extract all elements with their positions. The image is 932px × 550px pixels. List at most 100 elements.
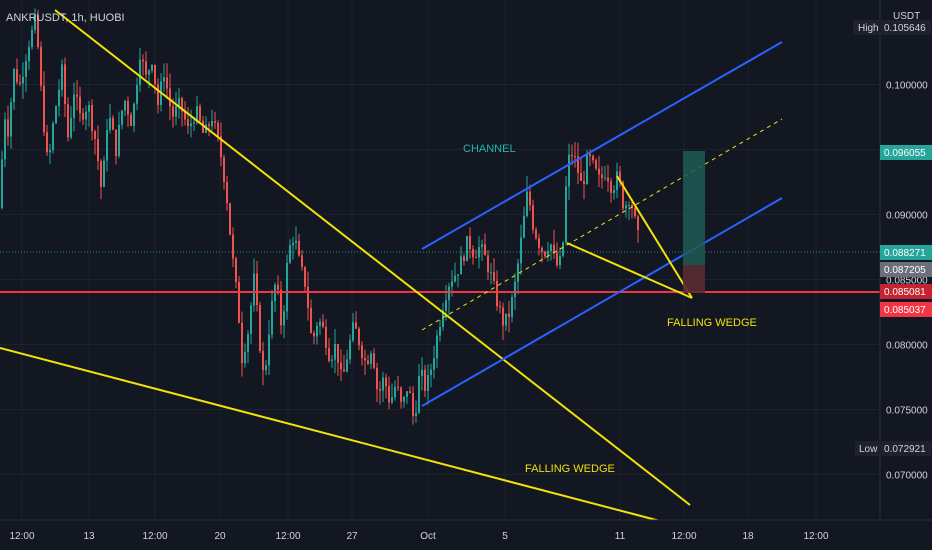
candle-body [139,59,141,85]
candle-body [451,281,453,287]
candle-body [325,326,327,348]
candle-body [16,69,18,83]
x-tick-label: 27 [346,531,358,542]
candle-body [340,362,342,370]
candle-body [403,396,405,402]
y-tick-label: 0.085000 [886,276,928,287]
candle-body [190,123,192,127]
candle-body [310,307,312,333]
candle-body [280,289,282,326]
candle-body [166,77,168,89]
channel-upper-line[interactable] [421,41,783,250]
candle-body [469,235,471,250]
candle-body [448,286,450,301]
wedge-upper-line[interactable] [54,9,691,506]
candle-body [568,154,570,187]
candle-body [502,307,504,326]
candle-body [514,281,516,298]
candle-body [316,325,318,337]
falling-wedge-label-2: FALLING WEDGE [525,463,615,475]
candle-body [370,353,372,364]
candle-body [541,247,543,252]
candle-body [616,171,618,191]
candle-body [34,15,36,30]
candle-body [187,119,189,127]
x-tick-label: 12:00 [9,531,34,542]
candle-body [250,305,252,334]
candle-body [118,124,120,157]
candle-body [379,389,381,391]
candle-body [373,353,375,368]
candle-body [472,249,474,258]
candle-body [226,181,228,204]
channel-mid-line[interactable] [421,118,783,331]
candle-body [181,97,183,112]
candle-body [544,251,546,257]
candle-body [208,124,210,127]
candle-body [154,65,156,85]
channel-lower-line[interactable] [421,197,783,407]
y-tick-label: 0.100000 [886,81,928,92]
candle-body [262,350,264,371]
candle-body [406,391,408,397]
candle-body [223,157,225,182]
candle-body [601,174,603,179]
candle-body [256,273,258,306]
candle-body [400,387,402,402]
candle-body [25,61,27,77]
candle-body [520,237,522,264]
candle-body [562,242,564,256]
candle-body [349,340,351,360]
candle-body [607,177,609,182]
candle-body [580,172,582,181]
wedge-lower-line[interactable] [0,347,661,522]
high-label: High [858,23,879,34]
candle-body [220,136,222,158]
time-axis-ticks: 12:00 13 12:00 20 12:00 27 Oct 5 11 12:00 18 12:00 [9,531,828,542]
candle-body [577,156,579,173]
candle-body [13,69,15,103]
candle-body [598,168,600,175]
target-zone[interactable] [683,151,705,265]
small-wedge-upper-line[interactable] [616,175,693,299]
candle-body [55,106,57,124]
candle-body [421,369,423,377]
x-tick-label: 13 [83,531,95,542]
candle-body [589,153,591,156]
small-wedge-lower-line[interactable] [566,242,693,299]
candle-body [454,275,456,282]
candle-body [289,245,291,263]
low-value-box [881,441,931,456]
candle-body [235,258,237,282]
time-axis[interactable] [0,520,932,550]
x-tick-label: 20 [214,531,226,542]
high-value: 0.105646 [884,23,926,34]
candle-body [307,286,309,308]
candle-body [505,313,507,326]
candle-body [382,377,384,391]
channel-label: CHANNEL [463,143,516,155]
candle-body [517,263,519,282]
stop-zone[interactable] [683,265,705,293]
x-tick-label: Oct [420,531,436,542]
candle-body [151,65,153,71]
candle-body [265,365,267,371]
candle-body [97,139,99,162]
high-marker [853,20,880,35]
candle-body [415,412,417,417]
support-price-box [880,302,932,317]
candle-body [202,120,204,133]
candle-body [244,351,246,364]
symbol-title: ANKRUSDT, 1h, HUOBI [6,12,125,24]
candle-body [328,347,330,361]
candle-body [439,327,441,336]
candle-body [331,359,333,361]
candle-body [163,77,165,82]
candle-body [40,46,42,86]
candle-body [463,256,465,262]
candle-body [538,238,540,248]
candle-body [481,244,483,248]
candle-body [199,106,201,121]
candle-body [595,160,597,169]
